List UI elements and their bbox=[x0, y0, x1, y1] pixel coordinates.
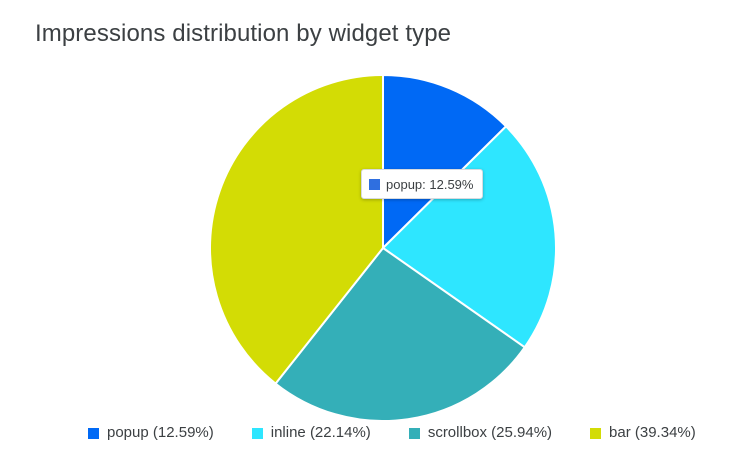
legend-label: inline (22.14%) bbox=[270, 424, 371, 441]
pie-slice-scrollbox[interactable] bbox=[274, 246, 527, 422]
tooltip-text: popup: 12.59% bbox=[386, 176, 474, 192]
chart-title: Impressions distribution by widget type bbox=[35, 20, 452, 47]
legend-item-scrollbox[interactable]: scrollbox (25.94%) bbox=[408, 424, 553, 442]
legend-label: bar (39.34%) bbox=[609, 424, 696, 441]
legend-label: scrollbox (25.94%) bbox=[427, 424, 553, 441]
legend-item-popup[interactable]: popup (12.59%) bbox=[88, 424, 214, 442]
pie-slices bbox=[209, 73, 557, 422]
legend-swatch bbox=[408, 427, 420, 439]
legend-item-inline[interactable]: inline (22.14%) bbox=[251, 424, 371, 442]
pie-slice-inline[interactable] bbox=[381, 124, 557, 349]
legend-swatch bbox=[251, 427, 263, 439]
pie-slice-bar[interactable] bbox=[209, 73, 384, 386]
legend-item-bar[interactable]: bar (39.34%) bbox=[590, 424, 696, 442]
tooltip-swatch bbox=[369, 178, 380, 190]
legend-swatch bbox=[88, 427, 99, 439]
legend-label: popup (12.59%) bbox=[107, 424, 214, 441]
pie-slice-popup[interactable] bbox=[382, 73, 508, 251]
chart-legend: popup (12.59%) inline (22.14%) scrollbox… bbox=[88, 424, 696, 442]
slice-tooltip: popup: 12.59% bbox=[361, 169, 484, 199]
legend-swatch bbox=[590, 427, 602, 439]
